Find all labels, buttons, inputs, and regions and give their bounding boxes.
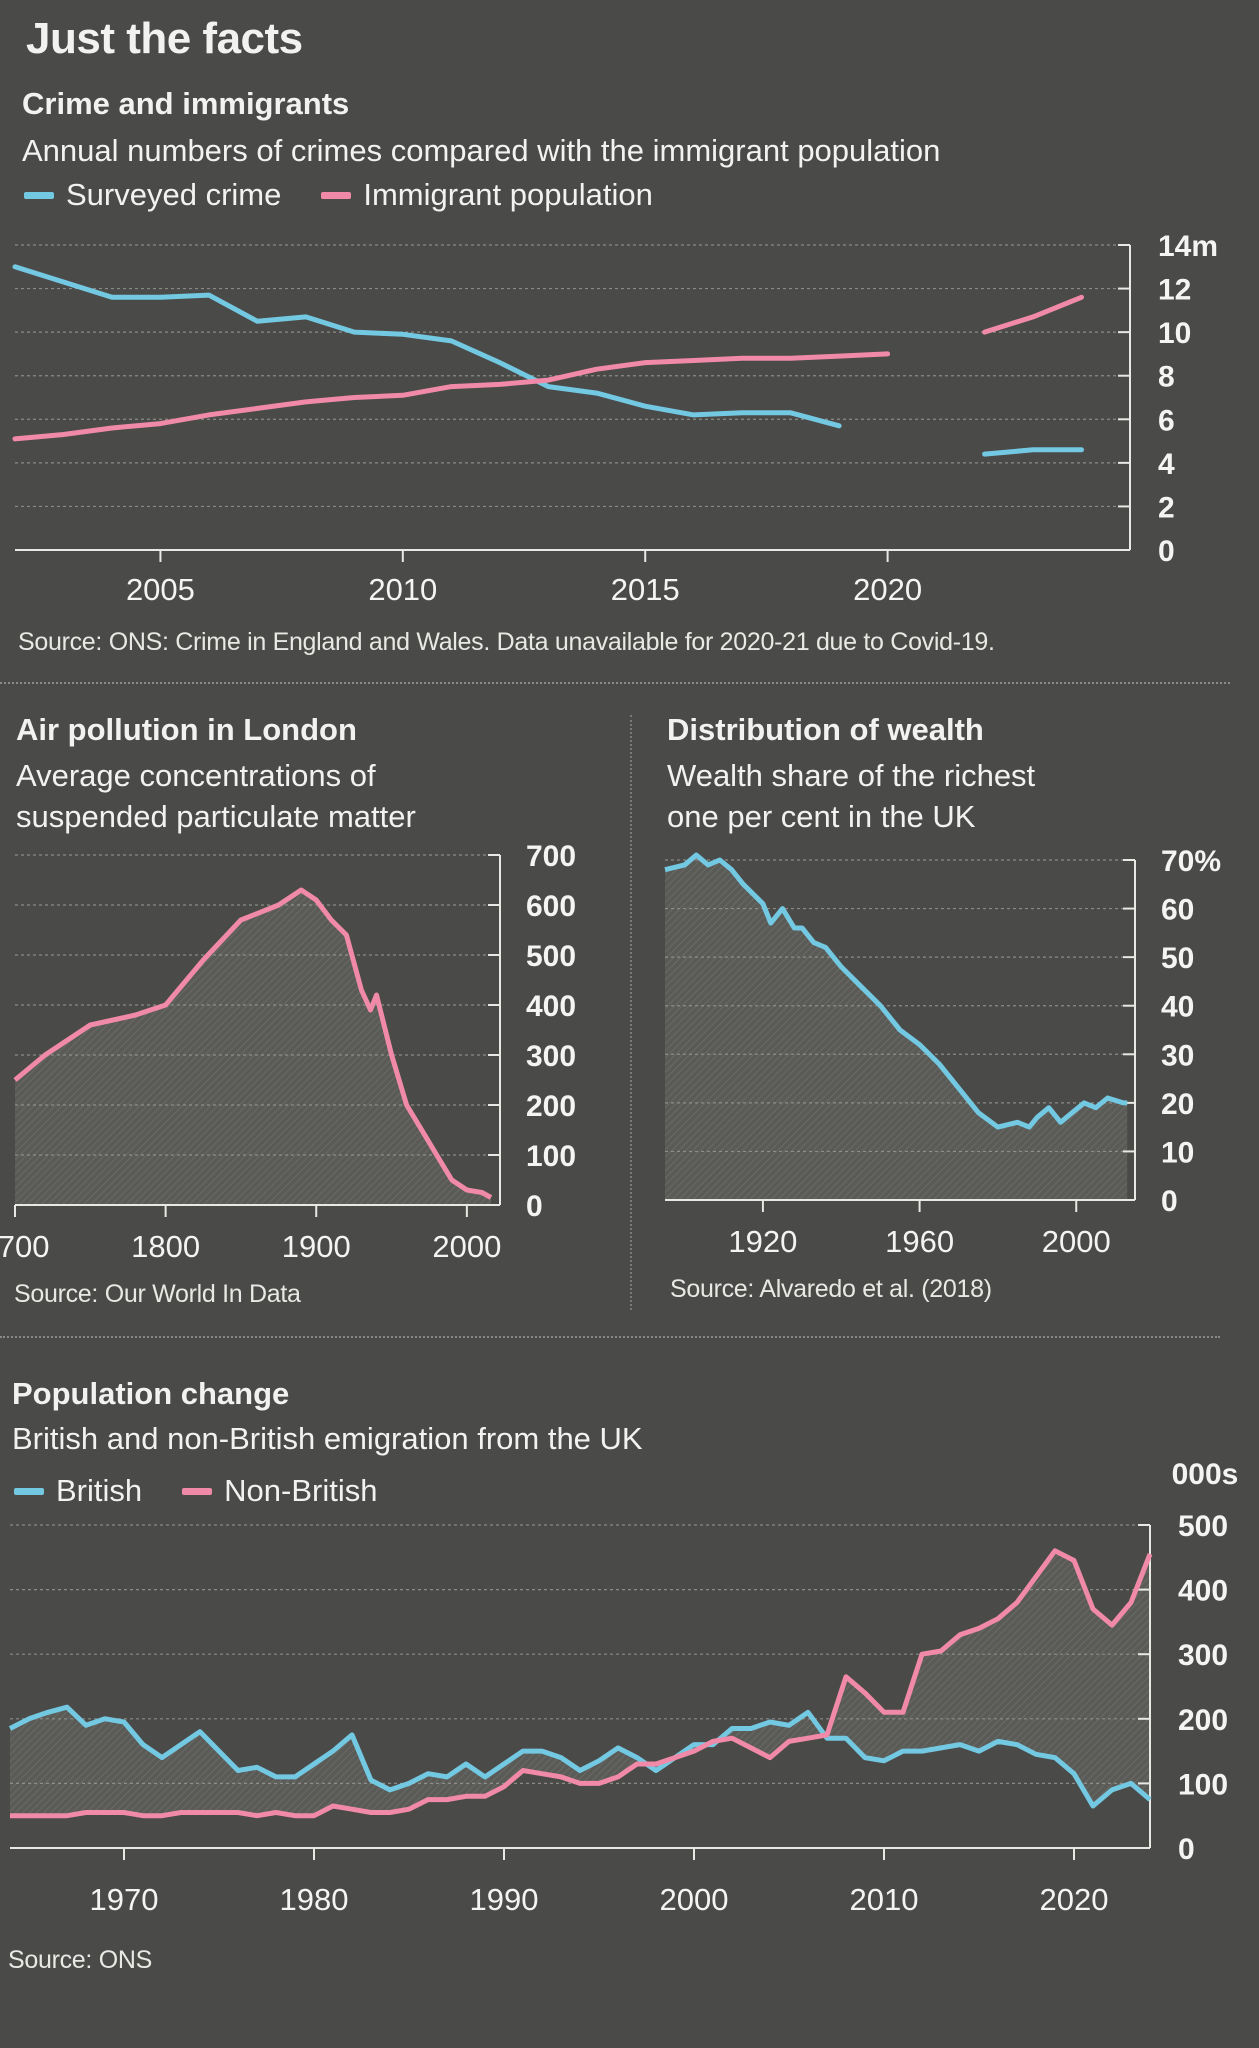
wealth-chart-title: Distribution of wealth [667, 712, 984, 747]
y-unit-label: 000s [1172, 1460, 1239, 1491]
legend-item-non-british: Non-British [182, 1473, 377, 1509]
emigration-chart-title: Population change [12, 1376, 290, 1411]
y-tick-label: 0 [1178, 1833, 1195, 1866]
y-tick-label: 700 [526, 840, 576, 873]
wealth-chart-subtitle-2: one per cent in the UK [667, 799, 976, 834]
y-tick-label: 40 [1161, 991, 1194, 1024]
x-tick-label: 1960 [885, 1224, 954, 1259]
x-tick-label: 1990 [470, 1882, 539, 1917]
y-tick-label: 500 [1178, 1510, 1228, 1543]
x-tick-label: 2020 [1040, 1882, 1109, 1917]
emigration-chart: 000s 0 100 200 300 400 500 1970 1980 1990 2000 2010… [8, 1460, 1239, 1917]
series-line [12, 351, 891, 442]
y-tick-label: 100 [1178, 1768, 1228, 1801]
series-line [13, 887, 493, 1200]
pollution-chart: 0 100 200 300 400 500 600 700 1700 1800 1900 2000 [0, 840, 576, 1264]
y-tick-label: 600 [526, 890, 576, 923]
series-line [664, 852, 1128, 1130]
emigration-source: Source: ONS [8, 1946, 152, 1974]
y-tick-label: 70% [1161, 845, 1221, 878]
crime-chart: 0 2 4 6 8 10 12 14m 2005 2010 2015 2020 [12, 230, 1218, 607]
y-tick-label: 300 [526, 1040, 576, 1073]
y-tick-label: 20 [1161, 1088, 1194, 1121]
y-tick-label: 60 [1161, 894, 1194, 927]
y-tick-label: 200 [1178, 1704, 1228, 1737]
series-line [10, 1548, 1153, 1819]
x-tick-label: 1920 [728, 1224, 797, 1259]
series-line [12, 264, 842, 429]
y-tick-label: 10 [1161, 1136, 1194, 1169]
y-tick-label: 0 [1161, 1185, 1178, 1218]
x-tick-label: 2005 [126, 572, 195, 607]
series-line [8, 1704, 1152, 1809]
section-divider [0, 1336, 1220, 1338]
x-tick-label: 1970 [90, 1882, 159, 1917]
emigration-chart-subtitle: British and non-British emigration from … [12, 1421, 643, 1456]
y-tick-label: 2 [1158, 491, 1175, 524]
x-tick-label: 1900 [282, 1229, 351, 1264]
column-separator [630, 715, 632, 1310]
x-tick-label: 2000 [660, 1882, 729, 1917]
series-line [982, 294, 1084, 335]
crime-chart-title: Crime and immigrants [22, 86, 350, 121]
legend-label: British [56, 1473, 143, 1508]
legend-item-british: British [14, 1473, 142, 1509]
wealth-chart-subtitle-1: Wealth share of the richest [667, 758, 1036, 793]
y-tick-label: 400 [1178, 1575, 1228, 1608]
x-tick-label: 1980 [280, 1882, 349, 1917]
area-fill [15, 890, 491, 1205]
wealth-source: Source: Alvaredo et al. (2018) [670, 1275, 992, 1303]
legend-swatch-blue [24, 191, 54, 199]
legend-label: Immigrant population [363, 177, 653, 212]
section-divider [0, 682, 1230, 684]
legend-item-immigrant-population: Immigrant population [321, 177, 653, 213]
crime-source: Source: ONS: Crime in England and Wales.… [18, 628, 995, 656]
series-line [982, 447, 1084, 457]
y-tick-label: 0 [1158, 535, 1175, 568]
legend-swatch-blue [14, 1487, 44, 1495]
y-tick-label: 30 [1161, 1039, 1194, 1072]
x-tick-label: 2000 [1042, 1224, 1111, 1259]
x-tick-label: 2010 [368, 572, 437, 607]
wealth-chart: 0 10 20 30 40 50 60 70% 1920 1960 2000 [664, 845, 1221, 1259]
x-tick-label: 2000 [432, 1229, 501, 1264]
legend-label: Non-British [224, 1473, 378, 1508]
pollution-chart-title: Air pollution in London [16, 712, 357, 747]
pollution-chart-subtitle-1: Average concentrations of [16, 758, 376, 793]
band-fill [10, 1550, 1150, 1816]
x-tick-label: 1800 [131, 1229, 200, 1264]
y-tick-label: 400 [526, 990, 576, 1023]
y-tick-label: 0 [526, 1190, 543, 1223]
y-tick-label: 4 [1158, 448, 1175, 481]
pollution-source: Source: Our World In Data [14, 1280, 301, 1308]
crime-legend: Surveyed crime Immigrant population [24, 177, 653, 213]
y-tick-label: 300 [1178, 1639, 1228, 1672]
y-tick-label: 200 [526, 1090, 576, 1123]
emigration-legend: British Non-British [14, 1473, 377, 1509]
y-tick-label: 50 [1161, 942, 1194, 975]
y-tick-label: 6 [1158, 404, 1175, 437]
y-tick-label: 10 [1158, 317, 1191, 350]
y-tick-label: 500 [526, 940, 576, 973]
y-tick-label: 8 [1158, 361, 1175, 394]
x-tick-label: 2010 [850, 1882, 919, 1917]
x-tick-label: 1700 [0, 1229, 49, 1264]
legend-swatch-pink [182, 1487, 213, 1495]
x-tick-label: 2020 [853, 572, 922, 607]
pollution-chart-subtitle-2: suspended particulate matter [16, 799, 416, 834]
y-tick-label: 14m [1158, 230, 1218, 263]
y-tick-label: 100 [526, 1140, 576, 1173]
legend-swatch-pink [321, 191, 352, 199]
legend-item-surveyed-crime: Surveyed crime [24, 177, 281, 213]
page-title: Just the facts [26, 14, 303, 63]
crime-chart-subtitle: Annual numbers of crimes compared with t… [22, 133, 941, 168]
x-tick-label: 2015 [611, 572, 680, 607]
legend-label: Surveyed crime [66, 177, 282, 212]
y-tick-label: 12 [1158, 274, 1191, 307]
